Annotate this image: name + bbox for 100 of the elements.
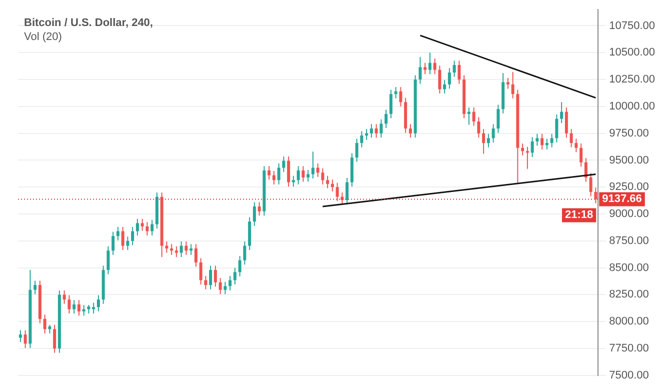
candlestick	[209, 265, 212, 290]
candlestick	[424, 62, 427, 75]
y-tick-label: 10250.00	[609, 74, 656, 86]
candlestick	[180, 240, 183, 258]
candlestick	[72, 300, 76, 314]
y-tick-label: 10500.00	[609, 46, 656, 59]
candlestick	[258, 202, 261, 216]
candlestick	[443, 80, 446, 94]
candlestick	[384, 109, 388, 128]
candlestick	[374, 124, 378, 138]
ref-line-label: 9137.66	[602, 193, 642, 206]
candlestick	[564, 107, 568, 138]
candlestick	[238, 255, 242, 277]
candlestick	[190, 244, 193, 256]
candlestick	[408, 124, 412, 138]
candlestick	[24, 330, 27, 348]
candlestick	[233, 267, 236, 285]
y-tick-label: 8000.00	[609, 316, 649, 328]
y-tick-label: 10750.00	[609, 20, 656, 32]
candlestick	[146, 222, 149, 236]
candlestick	[136, 218, 139, 236]
candlestick	[82, 304, 86, 316]
candlestick	[150, 219, 154, 236]
candlestick	[574, 138, 578, 153]
candlestick	[194, 244, 198, 268]
candlestick	[140, 218, 144, 232]
candlestick	[394, 86, 398, 99]
candlestick	[486, 133, 490, 148]
candlestick	[355, 138, 358, 162]
candlestick	[311, 151, 314, 180]
text: Bitcoin / U.S. Dollar, 240,	[24, 17, 153, 30]
y-tick-label: 9250.00	[609, 181, 649, 194]
candlestick	[360, 130, 364, 148]
candlestick	[170, 244, 174, 256]
candlestick	[121, 226, 124, 251]
candlestick	[438, 65, 442, 94]
candlestick	[389, 89, 392, 119]
candlestick	[243, 240, 246, 266]
candlestick	[496, 104, 500, 134]
candlestick	[228, 275, 232, 291]
candlestick	[399, 86, 402, 107]
candlestick	[321, 168, 324, 185]
candlestick	[268, 166, 271, 180]
candlestick	[224, 281, 227, 295]
candlestick	[448, 68, 451, 90]
candlestick	[112, 231, 115, 256]
candlestick	[365, 128, 368, 140]
candlestick	[53, 324, 56, 354]
candlestick	[306, 169, 310, 182]
candlestick	[131, 226, 134, 246]
candlestick	[492, 124, 495, 143]
candlestick	[346, 177, 349, 205]
candlestick	[560, 102, 564, 124]
annotation: 21:18	[564, 209, 594, 222]
candlestick	[370, 124, 373, 138]
candlestick	[282, 156, 286, 173]
y-tick-label: 8750.00	[609, 234, 649, 247]
candlestick	[296, 166, 300, 185]
y-tick-label: 8250.00	[609, 288, 649, 301]
candlestick	[43, 314, 46, 334]
candlestick	[570, 128, 573, 148]
candlestick	[218, 278, 222, 295]
y-tick-label: 9500.00	[609, 154, 649, 166]
candlestick	[540, 133, 544, 150]
candlestick	[506, 77, 510, 90]
candlestick	[452, 60, 456, 78]
candlestick	[96, 294, 100, 312]
candlestick	[467, 107, 470, 126]
candlestick	[555, 114, 558, 143]
candlestick	[594, 187, 598, 204]
candlestick	[126, 236, 130, 251]
candlestick	[530, 136, 534, 158]
candlestick	[77, 300, 80, 316]
candlestick	[521, 143, 524, 156]
candlestick	[316, 162, 320, 178]
candlestick	[277, 162, 280, 185]
candlestick	[418, 56, 422, 84]
candlestick	[62, 290, 66, 304]
candlestick	[589, 172, 592, 197]
y-tick-label: 8500.00	[609, 262, 649, 274]
candlestick	[550, 133, 554, 148]
candlestick	[580, 143, 583, 168]
candlestick	[287, 156, 290, 188]
candlestick	[116, 226, 120, 241]
candlestick	[482, 128, 486, 154]
candlestick	[330, 179, 334, 192]
candlestick	[545, 138, 548, 150]
candlestick	[326, 175, 330, 189]
candlestick	[272, 170, 276, 185]
candlestick	[92, 302, 96, 314]
y-tick-label: 9000.00	[609, 208, 649, 220]
candlestick	[433, 58, 436, 75]
candlestick	[214, 265, 217, 288]
candlestick	[526, 146, 529, 170]
candlestick	[204, 275, 208, 290]
candlestick	[199, 258, 202, 285]
y-tick-label: 10000.00	[609, 100, 656, 112]
candlestick	[68, 294, 71, 314]
candlestick	[472, 107, 476, 126]
candlestick	[536, 133, 539, 146]
